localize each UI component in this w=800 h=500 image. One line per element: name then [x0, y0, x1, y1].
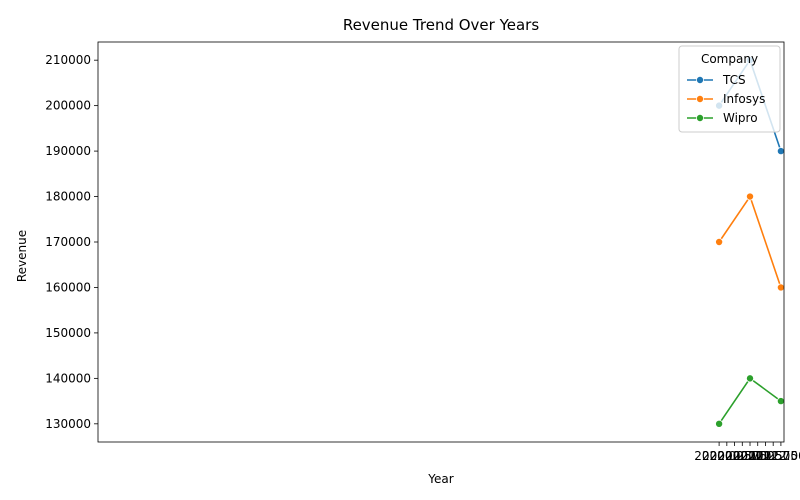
data-point-infosys: [776, 283, 785, 292]
data-point-wipro: [776, 397, 785, 406]
chart-title: Revenue Trend Over Years: [343, 16, 540, 34]
legend-title: Company: [701, 52, 758, 66]
data-point-infosys: [746, 192, 755, 201]
data-point-tcs: [776, 147, 785, 156]
x-axis-ticks: 2020.002020.252020.502020.752021.002021.…: [694, 442, 800, 463]
plot-frame: [97, 41, 785, 443]
y-tick-label: 170000: [45, 235, 91, 249]
legend-marker-tcs: [696, 76, 705, 85]
x-tick-label: 2020.25: [702, 449, 752, 463]
x-tick-label: 2020.75: [717, 449, 767, 463]
legend-box: [678, 45, 781, 133]
y-tick-label: 210000: [45, 53, 91, 67]
x-axis-label: Year: [427, 472, 453, 486]
data-point-infosys: [715, 237, 724, 246]
y-tick-label: 130000: [45, 417, 91, 431]
data-point-wipro: [715, 419, 724, 428]
x-tick-label: 2021.50: [741, 449, 791, 463]
legend-label-wipro: Wipro: [723, 111, 758, 125]
data-point-wipro: [746, 374, 755, 383]
y-tick-label: 160000: [45, 280, 91, 294]
legend: Company TCS Infosys Wipro: [678, 45, 781, 133]
legend-marker-wipro: [696, 114, 705, 123]
y-axis-label: Revenue: [15, 230, 29, 282]
x-tick-label: 2020.50: [710, 449, 760, 463]
legend-items: TCS Infosys Wipro: [687, 73, 765, 125]
y-axis-ticks: 130000 140000 150000 160000 170000 180000 1900…: [45, 53, 98, 431]
y-tick-label: 190000: [45, 144, 91, 158]
y-tick-label: 150000: [45, 326, 91, 340]
legend-label-tcs: TCS: [722, 73, 746, 87]
y-tick-label: 200000: [45, 99, 91, 113]
legend-marker-infosys: [696, 95, 705, 104]
x-tick-label: 2020.00: [694, 449, 744, 463]
legend-label-infosys: Infosys: [723, 92, 765, 106]
x-tick-label: 2022.00: [756, 449, 800, 463]
x-tick-label: 2021.00: [725, 449, 775, 463]
x-tick-label: 2021.75: [748, 449, 798, 463]
x-tick-label: 2021.25: [733, 449, 783, 463]
y-tick-label: 180000: [45, 190, 91, 204]
y-tick-label: 140000: [45, 371, 91, 385]
